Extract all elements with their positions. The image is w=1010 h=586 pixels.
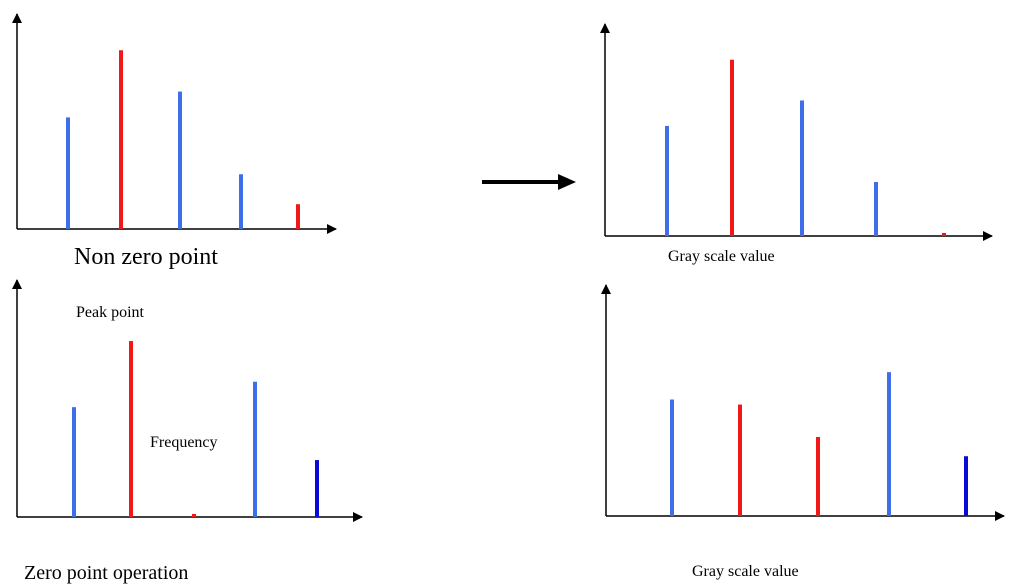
histogram-bar — [239, 174, 243, 229]
histogram-bar — [296, 204, 300, 229]
histogram-panel-2 — [600, 23, 993, 241]
non-zero-point-label: Non zero point — [74, 244, 218, 270]
histogram-bar — [178, 91, 182, 229]
histogram-bar — [738, 404, 742, 516]
peak-point-label: Peak point — [76, 304, 144, 321]
histogram-bar — [730, 59, 734, 237]
histogram-bar — [942, 232, 946, 236]
gray-scale-value-label-top: Gray scale value — [668, 248, 775, 265]
histogram-bar — [192, 513, 196, 517]
histogram-bar — [874, 181, 878, 236]
histogram-bar — [800, 100, 804, 236]
histogram-panel-1 — [12, 13, 337, 234]
zero-point-operation-label: Zero point operation — [24, 562, 189, 584]
histogram-bar — [119, 50, 123, 229]
histogram-bar — [72, 407, 76, 517]
gray-scale-value-label-bottom: Gray scale value — [692, 563, 799, 580]
histogram-bar — [665, 125, 669, 236]
histogram-bar — [964, 456, 968, 516]
frequency-label: Frequency — [150, 434, 218, 451]
histogram-bar — [816, 436, 820, 516]
histogram-bar — [253, 381, 257, 517]
histogram-panel-4 — [601, 284, 1005, 521]
histogram-bar — [887, 372, 891, 516]
histogram-bar — [66, 117, 70, 229]
histogram-bar — [670, 399, 674, 516]
histogram-bar — [315, 460, 319, 517]
histogram-panel-3 — [12, 279, 363, 522]
histogram-bar — [129, 341, 133, 517]
transform-arrow — [482, 174, 576, 190]
